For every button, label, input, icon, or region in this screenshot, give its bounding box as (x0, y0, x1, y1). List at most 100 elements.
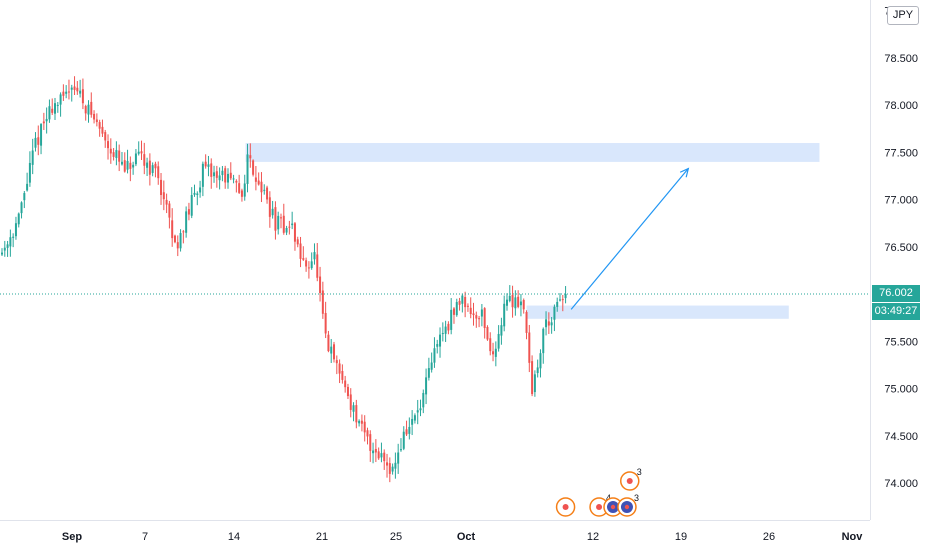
candle (14, 216, 17, 240)
candle (531, 355, 534, 397)
candle (65, 85, 68, 99)
candle (179, 229, 182, 252)
candle (291, 211, 294, 230)
candle (422, 389, 425, 414)
candle (210, 158, 213, 189)
candle (372, 442, 375, 464)
candle (148, 153, 151, 186)
candle (274, 201, 277, 240)
candle (132, 161, 135, 175)
zone-rectangle-2[interactable] (526, 305, 789, 319)
candle (296, 236, 299, 248)
candle (171, 208, 174, 247)
candle (564, 286, 567, 304)
candle (157, 161, 160, 185)
time-axis[interactable]: Sep 7 14 21 25 Oct 12 19 26 Nov (62, 531, 863, 543)
candle (51, 98, 54, 116)
zones-layer (245, 143, 820, 319)
candle (321, 281, 324, 319)
candle (26, 172, 29, 192)
event-marker[interactable] (555, 497, 576, 517)
event-marker[interactable]: 4 (589, 493, 611, 517)
candle (40, 123, 43, 155)
candle (81, 78, 84, 110)
candle (299, 236, 302, 268)
candle (444, 320, 447, 342)
candle (433, 337, 436, 368)
price-axis[interactable]: 74.00074.50075.00075.50076.00076.50077.0… (884, 6, 918, 490)
candle (358, 419, 361, 427)
candle (187, 202, 190, 221)
candle (90, 92, 93, 118)
candle (215, 165, 218, 188)
event-marker[interactable] (603, 497, 623, 517)
candle (1, 248, 3, 256)
event-count-label: 4 (606, 493, 611, 503)
candle (129, 156, 132, 182)
candle (436, 339, 439, 354)
candle (12, 233, 15, 248)
currency-badge[interactable]: JPY (887, 6, 919, 25)
candle (257, 172, 260, 186)
events-layer[interactable]: 4 3 3 (555, 467, 642, 517)
candle (123, 152, 126, 173)
candle (252, 159, 255, 177)
candle (500, 317, 503, 345)
candle (62, 84, 65, 101)
candle (201, 161, 204, 197)
price-tick-label: 75.500 (884, 336, 918, 348)
candle (427, 357, 430, 381)
candle (360, 414, 363, 432)
candle (478, 315, 481, 328)
countdown-label: 03:49:27 (872, 303, 920, 321)
candle (229, 162, 232, 181)
candle (87, 100, 90, 123)
candle (408, 417, 411, 440)
price-tick-label: 78.500 (884, 53, 918, 65)
candle (134, 149, 137, 167)
projection-arrow-line[interactable] (570, 168, 689, 310)
candle (112, 148, 115, 161)
candle (79, 79, 82, 98)
time-tick-label: 19 (675, 531, 687, 543)
candle (505, 293, 508, 311)
candle (366, 427, 369, 445)
candle (98, 119, 101, 137)
time-tick-label: Oct (457, 531, 476, 543)
candle (391, 463, 394, 475)
candle (67, 79, 70, 100)
candle (126, 149, 129, 174)
candle (545, 311, 548, 336)
price-tick-label: 74.000 (884, 478, 918, 490)
candle (3, 240, 6, 257)
candle (416, 399, 419, 425)
candle (483, 307, 486, 339)
candle (31, 138, 34, 175)
candle (193, 184, 196, 197)
candle (109, 138, 112, 164)
candle (508, 285, 511, 303)
candle (17, 212, 20, 228)
price-tick-label: 76.500 (884, 242, 918, 254)
candle (115, 141, 118, 166)
event-marker[interactable]: 3 (617, 493, 639, 517)
event-marker[interactable]: 3 (620, 467, 642, 491)
zone-rectangle-1[interactable] (245, 143, 820, 162)
candle (104, 129, 107, 148)
candle (492, 342, 495, 362)
candle (218, 167, 221, 190)
candle (369, 430, 372, 462)
candle (199, 180, 202, 198)
candle (455, 298, 458, 317)
candle (280, 213, 282, 229)
candle (34, 132, 37, 152)
candle (277, 211, 280, 235)
candle (23, 190, 26, 209)
candle (190, 187, 193, 219)
candle (525, 310, 528, 340)
candle (528, 324, 531, 373)
time-tick-label: 14 (228, 531, 240, 543)
candle (176, 235, 179, 257)
